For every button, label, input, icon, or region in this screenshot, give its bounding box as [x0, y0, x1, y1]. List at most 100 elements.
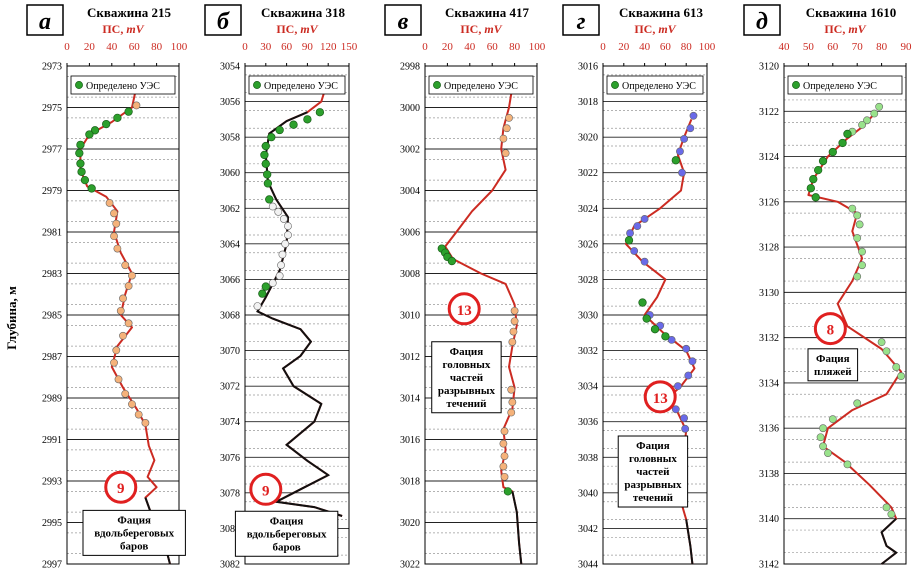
x-tick-label: 60 — [281, 41, 293, 53]
resistivity-marker — [113, 244, 122, 253]
sp-curve — [444, 86, 523, 565]
resistivity-marker — [281, 239, 290, 248]
y-tick-label: 2989 — [42, 394, 62, 405]
resistivity-marker-green — [838, 138, 847, 148]
resistivity-marker — [863, 116, 871, 125]
x-axis-unit: mV — [300, 22, 318, 36]
facies-label-box — [82, 509, 186, 556]
panel-title: Скважина 215 — [87, 5, 172, 20]
facies-label-line: Фация — [450, 346, 484, 358]
y-tick-label: 3078 — [220, 488, 240, 499]
resistivity-marker-green — [265, 195, 274, 204]
resistivity-marker — [284, 222, 292, 230]
y-tick-label: 3030 — [578, 311, 598, 322]
y-tick-label: 3016 — [400, 435, 420, 446]
y-tick-label: 3004 — [400, 186, 420, 197]
resistivity-marker-green — [113, 113, 122, 123]
resistivity-marker — [819, 424, 827, 433]
resistivity-marker — [499, 462, 508, 471]
resistivity-marker — [121, 261, 130, 270]
resistivity-marker-green — [263, 170, 272, 179]
resistivity-marker — [505, 113, 513, 122]
y-tick-label: 3080 — [220, 524, 240, 535]
resistivity-marker — [882, 503, 891, 512]
resistivity-marker-green — [447, 256, 457, 266]
x-tick-label: 120 — [320, 41, 337, 53]
panel-1: а Скважина 215 ПС, mV 0 20 40 60 80 100 2973 2975 2… — [26, 4, 188, 571]
resistivity-marker — [626, 229, 634, 238]
resistivity-marker — [268, 202, 277, 211]
resistivity-marker — [274, 207, 283, 216]
resistivity-marker-green — [261, 159, 270, 168]
y-tick-label: 2983 — [42, 269, 62, 280]
panel-4: г Скважина 613 ПС, mV 0 20 40 60 80 100 3016 3018 3… — [562, 4, 716, 571]
facies-label-line: вдольбереговых — [247, 528, 327, 540]
x-tick-label: 100 — [699, 41, 716, 53]
facies-number: 9 — [117, 481, 125, 497]
legend-box — [606, 75, 704, 95]
panel-5: д Скважина 1610 ПС, mV 40 50 60 70 80 90 3120 3122… — [743, 4, 912, 571]
resistivity-marker-green — [650, 325, 660, 334]
y-tick-label: 3026 — [578, 239, 598, 250]
resistivity-marker — [500, 452, 509, 460]
y-tick-label: 3138 — [759, 469, 779, 480]
y-tick-label: 3032 — [578, 346, 598, 357]
resistivity-marker — [501, 149, 510, 158]
resistivity-marker-green — [102, 119, 111, 129]
facies-label-line: течений — [446, 398, 487, 410]
y-tick-label: 2973 — [42, 62, 62, 73]
y-tick-label: 2977 — [42, 145, 62, 156]
y-tick-label: 3018 — [400, 477, 420, 488]
resistivity-marker — [105, 199, 114, 207]
x-tick-label: 20 — [84, 41, 96, 53]
legend-marker — [433, 81, 441, 89]
x-axis-title-text: ПС, — [460, 22, 484, 36]
resistivity-marker — [816, 433, 825, 442]
panel-frame — [66, 65, 180, 565]
resistivity-marker — [843, 460, 852, 469]
y-tick-label: 3072 — [220, 382, 240, 393]
resistivity-marker — [112, 346, 121, 355]
y-tick-label: 3122 — [759, 107, 779, 118]
resistivity-marker — [680, 414, 689, 423]
x-tick-label: 0 — [64, 41, 70, 53]
resistivity-marker — [499, 439, 508, 448]
resistivity-marker-green — [642, 314, 651, 323]
facies-label-line: Фация — [816, 353, 850, 365]
resistivity-marker — [278, 250, 287, 259]
resistivity-marker — [119, 331, 127, 340]
panel-letter: д — [756, 9, 768, 35]
resistivity-marker-green — [624, 236, 634, 245]
resistivity-marker — [500, 427, 509, 436]
resistivity-marker — [676, 147, 684, 156]
resistivity-marker — [132, 101, 141, 110]
facies-label-line: вдольбереговых — [94, 527, 174, 539]
x-tick-label: 100 — [171, 41, 188, 53]
facies-number-badge — [447, 292, 481, 326]
resistivity-marker — [510, 306, 519, 315]
resistivity-marker — [855, 220, 864, 229]
facies-number-badge — [249, 472, 283, 506]
legend-box — [428, 75, 534, 95]
panel-frame — [244, 65, 350, 565]
resistivity-marker — [870, 109, 879, 118]
x-tick-label: 40 — [779, 41, 791, 53]
facies-label-line: частей — [450, 372, 484, 384]
y-tick-label: 3082 — [220, 560, 240, 571]
y-tick-label: 3008 — [400, 269, 420, 280]
legend-marker — [75, 81, 83, 89]
x-tick-label: 40 — [464, 41, 476, 53]
x-tick-label: 80 — [681, 41, 693, 53]
y-tick-label: 3132 — [759, 333, 779, 344]
x-tick-label: 30 — [260, 41, 272, 53]
y-tick-label: 3034 — [578, 382, 598, 393]
y-tick-label: 3018 — [578, 97, 598, 108]
y-tick-label: 2991 — [42, 435, 62, 446]
resistivity-marker — [128, 400, 136, 409]
y-tick-label: 3068 — [220, 311, 240, 322]
resistivity-marker-green — [75, 148, 84, 158]
panel-letter: г — [577, 9, 586, 35]
resistivity-marker-green — [503, 487, 513, 496]
x-tick-label: 60 — [487, 41, 499, 53]
